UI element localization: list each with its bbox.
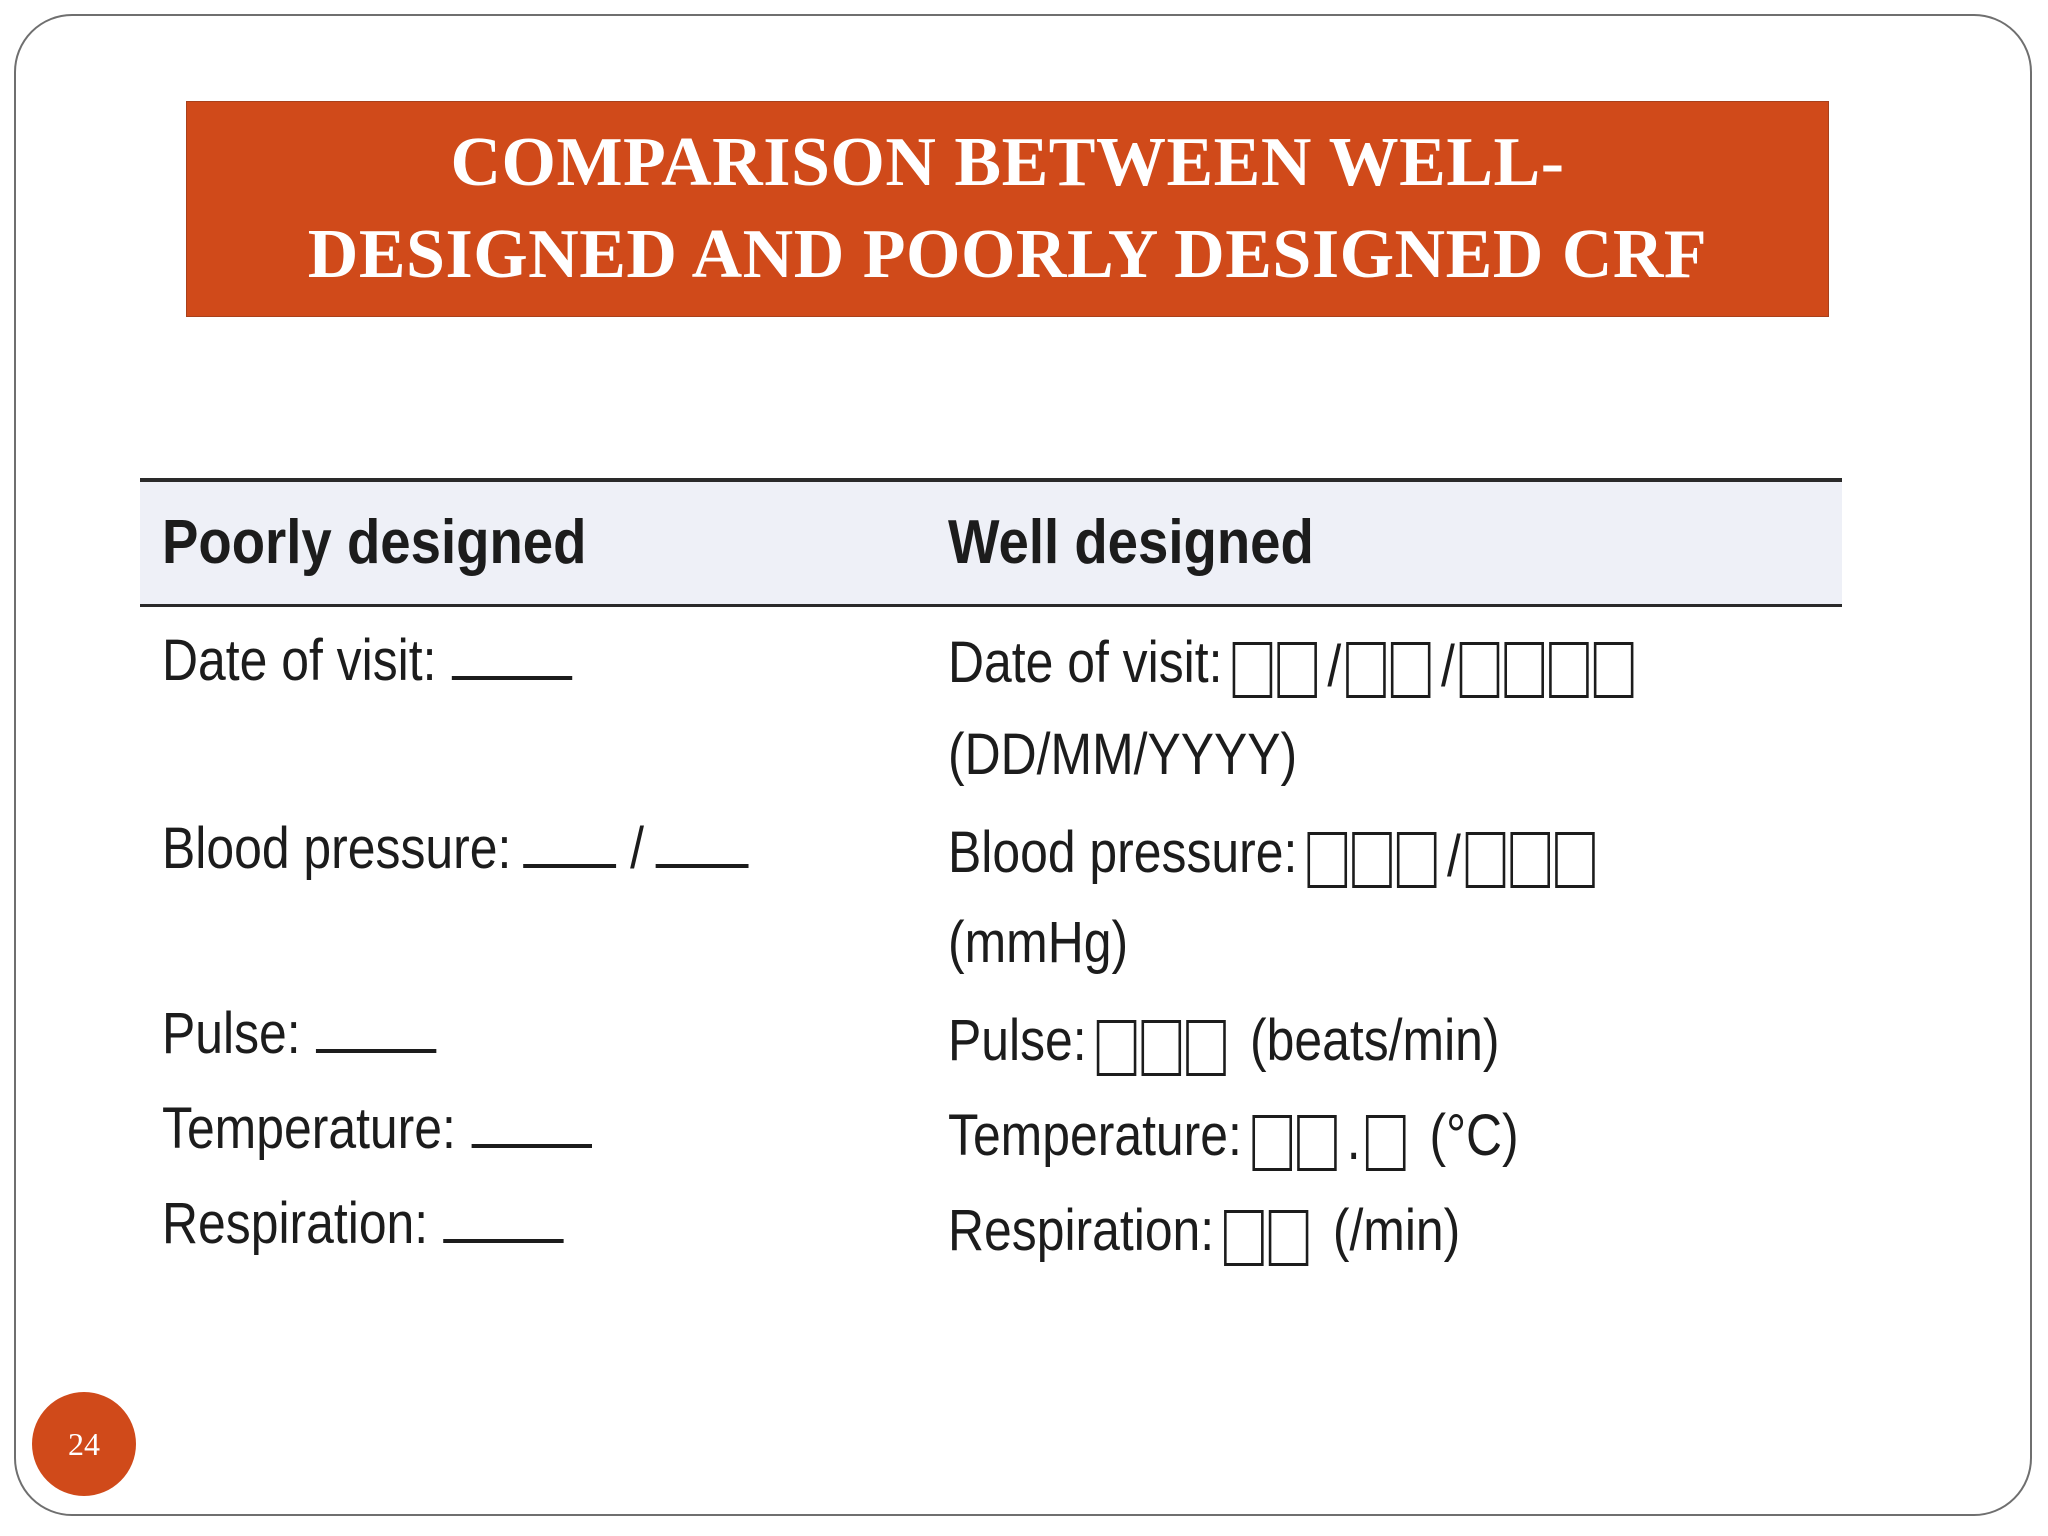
poor-bp-label: Blood pressure: [162,816,512,881]
well-pulse-label: Pulse: [948,1008,1087,1073]
poor-temp-blank [471,1100,592,1148]
well-temp-row: Temperature:. (°C) [948,1103,1519,1173]
well-resp-row: Respiration: (/min) [948,1198,1460,1268]
well-bp-label: Blood pressure: [948,820,1298,885]
well-date-year-boxes [1460,634,1639,700]
title-banner: COMPARISON BETWEEN WELL- DESIGNED AND PO… [186,101,1829,317]
well-pulse-row: Pulse: (beats/min) [948,1008,1500,1078]
slide-title-line-1: COMPARISON BETWEEN WELL- [450,124,1565,201]
well-date-unit: (DD/MM/YYYY) [948,722,1298,787]
column-header-poor: Poorly designed [162,508,587,577]
well-date-row: Date of visit: / / [948,630,1639,700]
poor-pulse-row: Pulse: [162,1001,437,1067]
poor-bp-systolic-blank [523,820,617,868]
well-resp-label: Respiration: [948,1198,1215,1263]
poor-resp-label: Respiration: [162,1191,429,1256]
poor-date-row: Date of visit: [162,628,573,694]
well-temp-label: Temperature: [948,1103,1242,1168]
poor-date-blank [451,632,573,680]
page-number-badge: 24 [32,1392,136,1496]
poor-pulse-blank [316,1005,437,1053]
poor-bp-separator: / [630,816,645,881]
well-pulse-unit: (beats/min) [1250,1008,1500,1073]
poor-date-label: Date of visit: [162,628,437,693]
well-date-separator-1: / [1327,633,1342,699]
poor-bp-row: Blood pressure: / [162,816,749,882]
poor-resp-row: Respiration: [162,1191,565,1257]
well-date-label: Date of visit: [948,630,1223,695]
poor-temp-label: Temperature: [162,1096,456,1161]
well-date-separator-2: / [1440,633,1455,699]
well-temp-decimal-point: . [1346,1106,1361,1172]
well-resp-unit: (/min) [1332,1198,1461,1263]
well-temp-decimal-box [1365,1107,1411,1173]
well-bp-unit: (mmHg) [948,910,1129,975]
well-date-month-boxes [1346,634,1435,700]
table-header-rule [140,604,1842,607]
poor-temp-row: Temperature: [162,1096,592,1162]
slide-title-line-2: DESIGNED AND POORLY DESIGNED CRF [307,216,1708,293]
poor-pulse-label: Pulse: [162,1001,301,1066]
well-bp-diastolic-boxes [1466,824,1600,890]
well-bp-row: Blood pressure: / [948,820,1600,890]
well-bp-separator: / [1447,823,1461,889]
poor-bp-diastolic-blank [656,820,749,868]
crf-comparison-table: Poorly designed Well designed Date of vi… [140,478,1842,1298]
well-date-day-boxes [1232,634,1322,700]
table-header-band [140,482,1842,604]
column-header-well: Well designed [948,508,1314,577]
table-top-rule [140,478,1842,482]
well-temp-integer-boxes [1252,1107,1341,1173]
well-bp-systolic-boxes [1307,824,1442,890]
well-temp-unit: (°C) [1429,1103,1519,1168]
well-resp-boxes [1224,1202,1313,1268]
poor-resp-blank [443,1195,565,1243]
well-pulse-boxes [1096,1012,1231,1078]
